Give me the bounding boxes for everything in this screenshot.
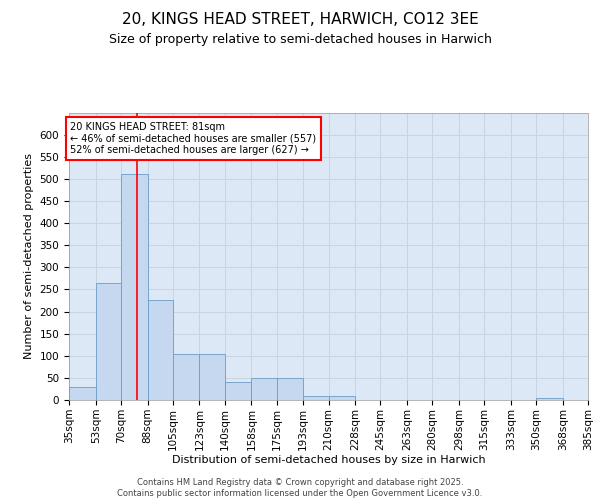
- Bar: [69, 386, 95, 400]
- Bar: [199, 354, 224, 400]
- Text: 20 KINGS HEAD STREET: 81sqm
← 46% of semi-detached houses are smaller (557)
52% : 20 KINGS HEAD STREET: 81sqm ← 46% of sem…: [70, 122, 317, 156]
- Bar: [251, 378, 277, 400]
- Y-axis label: Number of semi-detached properties: Number of semi-detached properties: [24, 153, 34, 359]
- Bar: [173, 354, 199, 400]
- Bar: [588, 398, 600, 400]
- Bar: [148, 300, 173, 400]
- Bar: [224, 382, 251, 400]
- Bar: [95, 283, 121, 400]
- Bar: [536, 398, 563, 400]
- Bar: [121, 174, 148, 400]
- X-axis label: Distribution of semi-detached houses by size in Harwich: Distribution of semi-detached houses by …: [172, 456, 485, 466]
- Bar: [277, 378, 303, 400]
- Bar: [303, 396, 329, 400]
- Text: 20, KINGS HEAD STREET, HARWICH, CO12 3EE: 20, KINGS HEAD STREET, HARWICH, CO12 3EE: [122, 12, 478, 28]
- Text: Contains HM Land Registry data © Crown copyright and database right 2025.
Contai: Contains HM Land Registry data © Crown c…: [118, 478, 482, 498]
- Text: Size of property relative to semi-detached houses in Harwich: Size of property relative to semi-detach…: [109, 32, 491, 46]
- Bar: [329, 396, 355, 400]
